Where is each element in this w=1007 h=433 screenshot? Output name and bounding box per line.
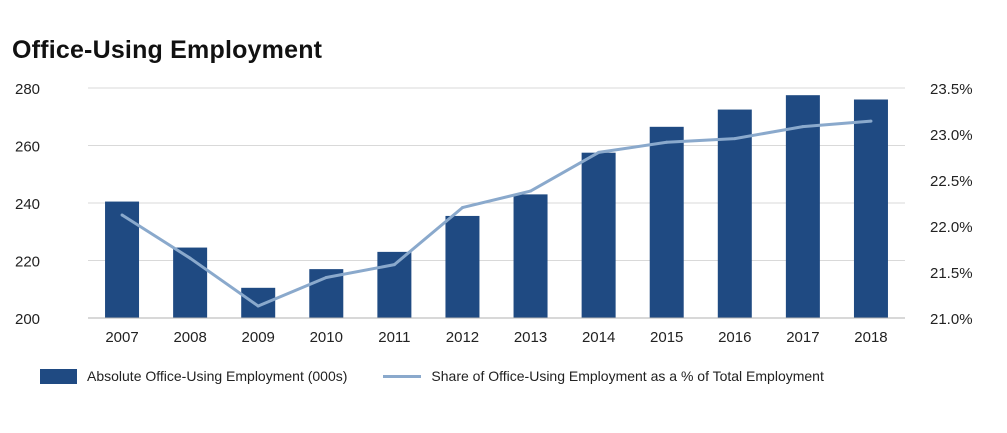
x-tick-label: 2014 <box>582 329 615 346</box>
right-tick-label: 23.0% <box>930 127 973 144</box>
bar-2018 <box>853 99 888 318</box>
x-tick-label: 2011 <box>378 329 410 346</box>
legend: Absolute Office-Using Employment (000s) … <box>40 365 860 387</box>
line-series <box>120 119 873 308</box>
share-point-2010 <box>324 276 328 280</box>
right-tick-label: 21.5% <box>930 265 973 282</box>
bar-2012 <box>445 215 480 318</box>
share-point-2009 <box>256 304 260 308</box>
bar-2013 <box>513 194 548 318</box>
share-point-2012 <box>460 206 464 210</box>
share-point-2008 <box>188 256 192 260</box>
legend-item-line: Share of Office-Using Employment as a % … <box>383 368 824 384</box>
x-tick-label: 2009 <box>242 329 275 346</box>
share-point-2014 <box>597 150 601 154</box>
x-tick-label: 2015 <box>650 329 683 346</box>
x-tick-label: 2008 <box>173 329 206 346</box>
left-tick-label: 280 <box>15 81 40 98</box>
left-tick-label: 240 <box>15 196 40 213</box>
legend-item-bar: Absolute Office-Using Employment (000s) <box>40 368 347 384</box>
share-point-2011 <box>392 263 396 267</box>
share-point-2007 <box>120 213 124 217</box>
legend-swatch-bar <box>40 368 77 384</box>
chart-title: Office-Using Employment <box>12 36 323 64</box>
share-point-2017 <box>801 125 805 129</box>
share-point-2015 <box>665 140 669 144</box>
share-point-2018 <box>869 119 873 123</box>
share-line <box>121 119 872 308</box>
bar-2011 <box>377 251 412 318</box>
right-tick-label: 21.0% <box>930 311 973 328</box>
right-tick-label: 22.5% <box>930 173 973 190</box>
bar-2015 <box>649 126 684 318</box>
left-tick-label: 260 <box>15 139 40 156</box>
legend-label-bar: Absolute Office-Using Employment (000s) <box>87 368 348 384</box>
bar-2014 <box>581 152 616 318</box>
bar-series <box>105 95 888 318</box>
legend-label-line: Share of Office-Using Employment as a % … <box>431 368 824 384</box>
left-tick-label: 200 <box>15 311 40 328</box>
left-axis: 200 220 240 260 280 <box>15 81 40 328</box>
right-tick-label: 23.5% <box>930 81 973 98</box>
bar-2017 <box>785 95 820 318</box>
bar-2007 <box>105 201 140 318</box>
x-tick-label: 2007 <box>105 329 138 346</box>
x-tick-label: 2016 <box>718 329 751 346</box>
share-point-2013 <box>529 189 533 193</box>
left-tick-label: 220 <box>15 254 40 271</box>
x-tick-label: 2017 <box>786 329 819 346</box>
x-tick-label: 2013 <box>514 329 547 346</box>
x-tick-label: 2018 <box>854 329 887 346</box>
x-tick-label: 2010 <box>310 329 343 346</box>
gridlines <box>88 87 905 261</box>
share-point-2016 <box>733 137 737 141</box>
right-tick-label: 22.0% <box>930 219 973 236</box>
bar-2016 <box>717 109 752 318</box>
legend-swatch-line <box>383 374 422 378</box>
x-tick-label: 2012 <box>446 329 479 346</box>
bar-2009 <box>241 287 276 318</box>
right-axis: 21.0% 21.5% 22.0% 22.5% 23.0% 23.5% <box>930 81 973 328</box>
x-axis: 2007 2008 2009 2010 2011 2012 2013 2014 2015 2016… <box>88 317 905 346</box>
